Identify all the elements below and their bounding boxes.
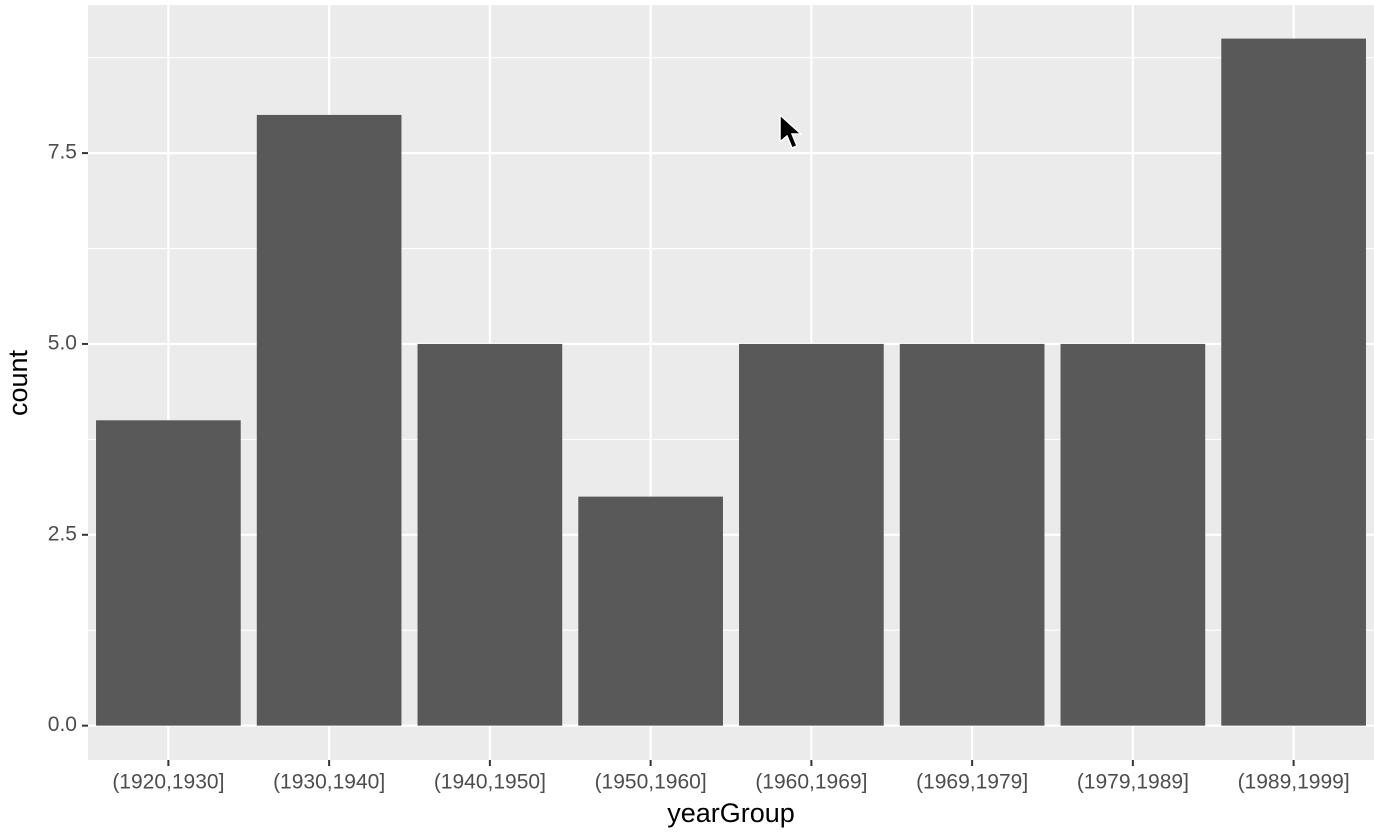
x-tick-label: (1940,1950]: [434, 771, 546, 794]
bar: [1060, 343, 1206, 726]
y-tick-label: 7.5: [48, 141, 77, 164]
y-tick-label: 5.0: [48, 331, 77, 354]
y-tick-label: 2.5: [48, 522, 77, 545]
x-axis-title: yearGroup: [667, 798, 795, 828]
bar: [256, 114, 402, 726]
y-axis-title: count: [3, 349, 33, 416]
y-tick-label: 0.0: [48, 713, 77, 736]
x-tick-label: (1960,1969]: [755, 771, 867, 794]
x-tick-label: (1979,1989]: [1077, 771, 1189, 794]
bar: [899, 343, 1045, 726]
x-tick-label: (1920,1930]: [112, 771, 224, 794]
bar: [578, 496, 723, 726]
bar: [417, 343, 563, 726]
mouse-cursor: [779, 113, 803, 149]
bar: [96, 420, 241, 726]
bar: [739, 343, 884, 726]
marks: [96, 38, 1366, 726]
x-tick-label: (1930,1940]: [273, 771, 385, 794]
x-tick-label: (1989,1999]: [1238, 771, 1350, 794]
x-tick-label: (1950,1960]: [595, 771, 707, 794]
x-tick-label: (1969,1979]: [916, 771, 1028, 794]
bar: [1221, 38, 1366, 726]
